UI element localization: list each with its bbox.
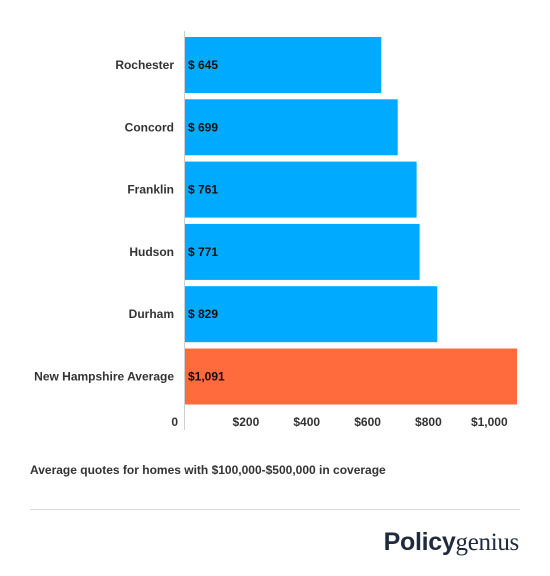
category-label-rochester: Rochester [115,58,174,72]
data-label-durham: $ 829 [188,307,218,321]
data-label-concord: $ 699 [188,120,218,134]
bar-rochester [185,37,382,93]
data-label-new-hampshire-average: $1,091 [188,370,225,384]
x-tick-label: $800 [415,415,442,429]
x-tick-label: $600 [354,415,381,429]
x-tick-label: 0 [171,415,178,429]
data-label-franklin: $ 761 [188,183,218,197]
bar-hudson [185,223,420,280]
x-tick-label: $400 [293,415,320,429]
data-label-rochester: $ 645 [188,58,218,72]
bar-franklin [185,161,417,218]
x-tick-label: $200 [233,415,260,429]
chart-caption: Average quotes for homes with $100,000-$… [30,463,386,477]
data-label-hudson: $ 771 [188,245,218,259]
divider [30,509,520,510]
bar-chart: Rochester $ 645 Concord $ 699 Franklin $ 761 H… [34,31,517,430]
bar-new-hampshire-average [185,348,517,405]
policygenius-logo: Policygenius [383,528,520,557]
category-label-hudson: Hudson [129,245,174,259]
category-label-durham: Durham [129,307,174,321]
category-label-new-hampshire-average: New Hampshire Average [34,370,174,384]
category-label-franklin: Franklin [127,183,174,197]
bar-durham [185,286,438,343]
bar-concord [185,99,398,156]
logo-policy-text: Policy [383,528,456,556]
logo-genius-text: genius [455,529,520,556]
x-tick-label: $1,000 [471,415,508,429]
category-label-concord: Concord [125,120,174,134]
